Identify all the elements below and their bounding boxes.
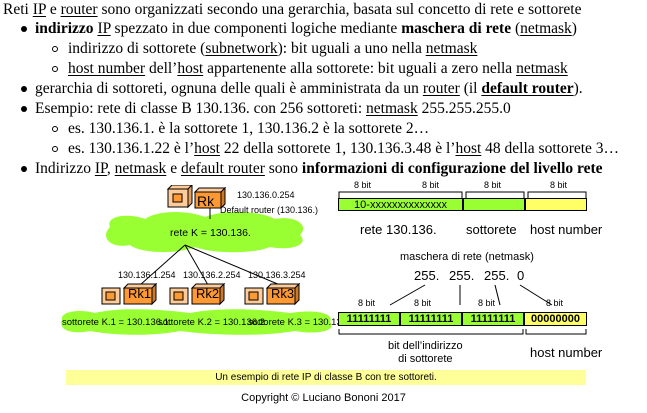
router-rk1-icon — [101, 282, 158, 306]
bullet-1 — [21, 26, 27, 32]
mask-bits-label-4: 8 bit — [546, 298, 564, 308]
bits-label-1: 8 bit — [354, 180, 372, 190]
subnet-label-3: sottorete K.3 = 130.136.3. — [248, 317, 358, 328]
router-rk-icon — [166, 185, 227, 210]
sub-bullet-4 — [52, 146, 58, 152]
line-8: es. 130.136.1.22 è l’host 22 della sotto… — [68, 140, 620, 157]
sub-router-ip-3: 130.136.3.254 — [248, 270, 306, 280]
mask-brackets — [338, 329, 587, 335]
mask-field-3: 11111111 — [462, 312, 524, 326]
subnet-label-2: sottorete K.2 = 130.136.2. — [158, 317, 268, 328]
line-1: Reti IP e router sono organizzati second… — [3, 1, 582, 18]
rete-k-cloud — [106, 211, 304, 253]
mask-bits-label-3: 8 bit — [478, 298, 496, 308]
mask-field-4: 00000000 — [524, 312, 587, 326]
bit-indirizzo-caption: bit dell’indirizzo di sottorete — [388, 340, 463, 365]
bullet-4 — [21, 166, 27, 172]
address-brackets — [338, 191, 587, 198]
sub-bullet-1 — [52, 46, 58, 52]
sub-bullet-2 — [52, 66, 58, 72]
mask-field-2: 11111111 — [400, 312, 462, 326]
line-4: host number dell’host appartenente alla … — [68, 60, 568, 77]
bullet-3 — [21, 106, 27, 112]
figure-caption: Un esempio di rete IP di classe B con tr… — [66, 370, 586, 385]
line-5: gerarchia di sottoreti, ognuna delle qua… — [35, 80, 583, 97]
router-rk2-icon — [169, 282, 226, 306]
sub-router-ip-1: 130.136.1.254 — [118, 270, 176, 280]
line-7: es. 130.136.1. è la sottorete 1, 130.136… — [68, 120, 430, 137]
mask-field-1: 11111111 — [338, 312, 400, 326]
bullet-2 — [21, 86, 27, 92]
subnet-cloud — [61, 309, 332, 335]
rete-k-label: rete K = 130.136. — [170, 227, 251, 239]
sub-router-ip-2: 130.136.2.254 — [183, 270, 241, 280]
line-3: indirizzo di sottorete (subnetwork): bit… — [68, 40, 478, 57]
address-field-net: 10-xxxxxxxxxxxxxx — [338, 198, 463, 211]
network-diagram — [61, 185, 332, 335]
subnet-label-1: sottorete K.1 = 130.136.1. — [62, 317, 172, 328]
top-router-name: Rk — [197, 193, 215, 209]
mask-title: maschera di rete (netmask) — [400, 251, 534, 263]
host-number-caption: host number — [530, 222, 603, 237]
mask-value-3: 255. — [484, 268, 510, 283]
bits-label-3: 8 bit — [484, 180, 502, 190]
default-router-label: Default router (130.136.) — [220, 205, 319, 215]
sub-bullet-3 — [52, 126, 58, 132]
mask-value-4: 0 — [517, 268, 525, 283]
bits-label-4: 8 bit — [550, 180, 568, 190]
sub-router-name-1: Rk1 — [128, 286, 152, 301]
bits-label-2: 8 bit — [422, 180, 440, 190]
rete-caption: rete 130.136. — [360, 222, 437, 237]
line-6: Esempio: rete di classe B 130.136. con 2… — [35, 100, 511, 117]
sub-router-name-3: Rk3 — [271, 286, 295, 301]
copyright: Copyright © Luciano Bononi 2017 — [241, 392, 406, 404]
router-rk3-icon — [244, 282, 301, 306]
address-field-host — [525, 198, 587, 211]
mask-value-2: 255. — [449, 268, 475, 283]
sottorete-caption: sottorete — [466, 222, 517, 237]
mask-bits-label-1: 8 bit — [358, 298, 376, 308]
mask-value-1: 255. — [414, 268, 440, 283]
host-number-caption-2: host number — [530, 345, 603, 360]
line-9: Indirizzo IP, netmask e default router s… — [35, 160, 603, 177]
address-field-subnet — [463, 198, 525, 211]
mask-arrows — [389, 284, 553, 306]
top-router-ip: 130.136.0.254 — [237, 190, 295, 200]
line-2: indirizzo IP spezzato in due componenti … — [35, 20, 577, 37]
sub-router-name-2: Rk2 — [196, 286, 220, 301]
mask-bits-label-2: 8 bit — [414, 298, 432, 308]
